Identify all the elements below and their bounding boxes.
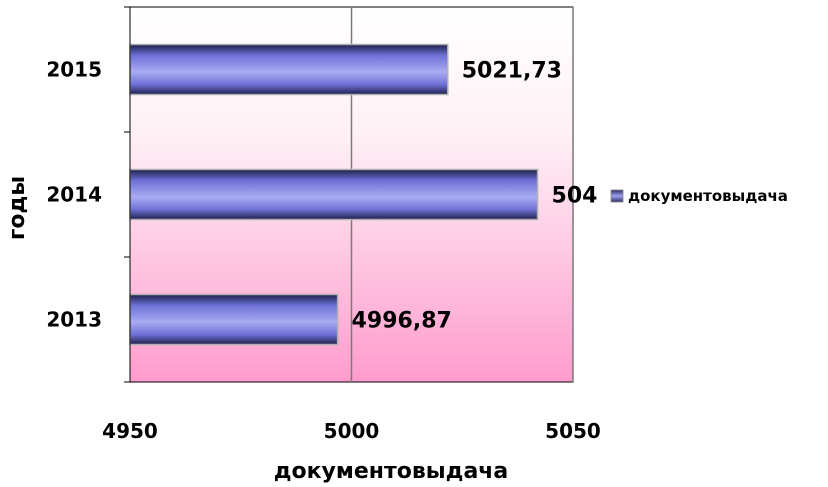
x-tick-label-5050: 5050 — [545, 419, 601, 443]
y-tick-label-2013: 2013 — [46, 308, 102, 332]
y-ticks: 2013 2014 2015 — [46, 6, 130, 383]
x-ticks: 4950 5000 5050 — [102, 419, 601, 443]
data-label-2013: 4996,87 — [352, 309, 452, 334]
legend: документовыдача — [610, 187, 788, 205]
y-tick-label-2015: 2015 — [46, 58, 102, 82]
y-axis-title: годы — [5, 176, 30, 240]
data-labels: 4996,87 504 5021,73 — [352, 59, 598, 334]
legend-swatch — [610, 189, 624, 203]
x-tick-label-4950: 4950 — [102, 419, 158, 443]
data-label-2015: 5021,73 — [462, 59, 562, 84]
bar-2015 — [129, 43, 449, 96]
x-tick-label-5000: 5000 — [324, 419, 380, 443]
x-axis-title: документовыдача — [274, 459, 509, 484]
bar-2014 — [129, 168, 539, 221]
legend-label: документовыдача — [628, 187, 788, 205]
bar-2013 — [129, 293, 339, 346]
data-label-2014: 504 — [552, 184, 598, 209]
y-tick-label-2014: 2014 — [46, 183, 102, 207]
